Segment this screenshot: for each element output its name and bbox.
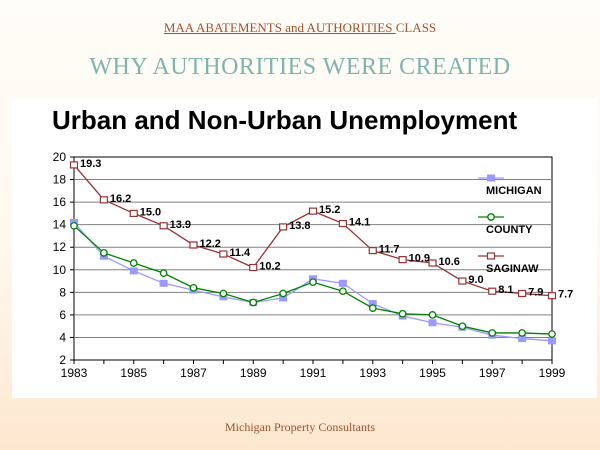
data-point-county — [428, 311, 437, 319]
data-point-saginaw — [518, 289, 527, 298]
header-title-class: CLASS — [395, 20, 437, 35]
data-point-county — [249, 298, 258, 307]
y-tick-label: 10 — [53, 263, 67, 277]
data-point-saginaw — [308, 207, 318, 215]
data-point-county — [279, 289, 287, 298]
data-point-county — [189, 283, 198, 292]
chart-panel: Urban and Non-Urban Unemployment 2 4 6 8 10 1… — [12, 98, 597, 398]
data-point-michigan — [338, 279, 347, 287]
x-tick-label: 1987 — [180, 366, 207, 380]
y-tick-label: 8 — [59, 285, 66, 299]
data-point-county — [70, 221, 78, 230]
x-tick-label: 1997 — [479, 366, 506, 380]
data-point-county — [159, 269, 168, 278]
legend-marker — [487, 213, 495, 221]
data-point-county — [398, 309, 407, 318]
data-point-county — [368, 304, 377, 312]
y-tick-label: 4 — [59, 330, 66, 344]
data-label-saginaw: 13.8 — [289, 220, 310, 232]
data-point-saginaw — [189, 241, 198, 249]
data-point-saginaw — [488, 287, 497, 295]
x-tick-label: 1983 — [61, 366, 88, 380]
x-tick-label: 1989 — [240, 366, 267, 380]
data-label-saginaw: 10.6 — [439, 256, 460, 268]
data-point-county — [100, 249, 108, 257]
data-label-saginaw: 7.7 — [558, 289, 573, 301]
legend-label: SAGINAW — [486, 263, 539, 275]
x-tick-label: 1985 — [120, 366, 147, 380]
legend-label: COUNTY — [486, 224, 533, 236]
data-label-saginaw: 19.3 — [80, 158, 101, 170]
data-label-saginaw: 10.9 — [409, 253, 430, 265]
x-tick-label: 1995 — [419, 366, 446, 380]
x-tick-label: 1991 — [300, 366, 327, 380]
data-point-michigan — [129, 267, 138, 275]
data-point-county — [458, 322, 467, 331]
data-point-county — [129, 259, 138, 267]
plot-area — [73, 156, 553, 361]
data-point-michigan — [159, 279, 168, 287]
data-point-county — [548, 330, 556, 338]
header-title: MAA ABATEMENTS and AUTHORITIES CLASS — [0, 20, 600, 36]
data-point-saginaw — [159, 222, 168, 230]
y-tick-label: 12 — [53, 240, 67, 254]
data-label-saginaw: 11.7 — [379, 244, 400, 256]
data-label-saginaw: 14.1 — [349, 217, 370, 229]
data-point-saginaw — [129, 209, 138, 217]
legend-label: MICHIGAN — [486, 185, 542, 197]
data-point-saginaw — [219, 250, 228, 258]
x-tick-label: 1999 — [539, 366, 566, 380]
page-subtitle: WHY AUTHORITIES WERE CREATED — [89, 54, 511, 80]
data-label-saginaw: 12.2 — [200, 238, 221, 250]
y-tick-label: 6 — [59, 308, 66, 322]
x-tick-label: 1993 — [359, 366, 386, 380]
data-point-county — [339, 287, 347, 296]
data-label-saginaw: 15.2 — [319, 204, 340, 216]
data-point-county — [309, 278, 317, 287]
data-label-saginaw: 16.2 — [110, 193, 131, 205]
data-label-saginaw: 15.0 — [140, 206, 161, 218]
data-point-saginaw — [69, 161, 79, 169]
y-tick-label: 2 — [59, 353, 66, 367]
data-point-county — [219, 289, 228, 298]
data-label-saginaw: 10.2 — [259, 261, 280, 273]
data-label-saginaw: 13.9 — [170, 219, 191, 231]
y-tick-label: 18 — [53, 173, 67, 187]
data-point-saginaw — [338, 219, 347, 228]
y-tick-label: 16 — [53, 195, 67, 209]
header-title-underlined: MAA ABATEMENTS and AUTHORITIES — [163, 20, 396, 35]
data-point-saginaw — [547, 292, 557, 300]
data-point-michigan — [428, 319, 437, 327]
data-point-saginaw — [279, 223, 288, 231]
y-tick-label: 20 — [53, 150, 67, 164]
y-tick-label: 14 — [53, 218, 67, 232]
legend-marker — [486, 252, 496, 260]
data-label-saginaw: 8.1 — [498, 284, 513, 296]
data-point-saginaw — [249, 263, 258, 272]
data-label-saginaw: 11.4 — [229, 247, 251, 259]
chart-title: Urban and Non-Urban Unemployment — [52, 105, 518, 135]
footer-text: Michigan Property Consultants — [225, 420, 375, 434]
data-point-saginaw — [458, 277, 467, 285]
data-point-county — [518, 329, 526, 337]
data-point-saginaw — [99, 196, 108, 204]
legend-marker — [487, 174, 495, 182]
data-label-saginaw: 7.9 — [528, 286, 543, 298]
unemployment-line-chart: 2 4 6 8 10 12 14 16 18 20 1983 1985 1987 1989 1991 1993… — [53, 150, 574, 380]
data-label-saginaw: 9.0 — [468, 274, 483, 286]
data-point-saginaw — [398, 256, 407, 264]
data-point-saginaw — [428, 259, 437, 267]
data-point-county — [488, 329, 497, 337]
data-point-michigan — [548, 337, 556, 345]
data-point-saginaw — [368, 247, 377, 255]
